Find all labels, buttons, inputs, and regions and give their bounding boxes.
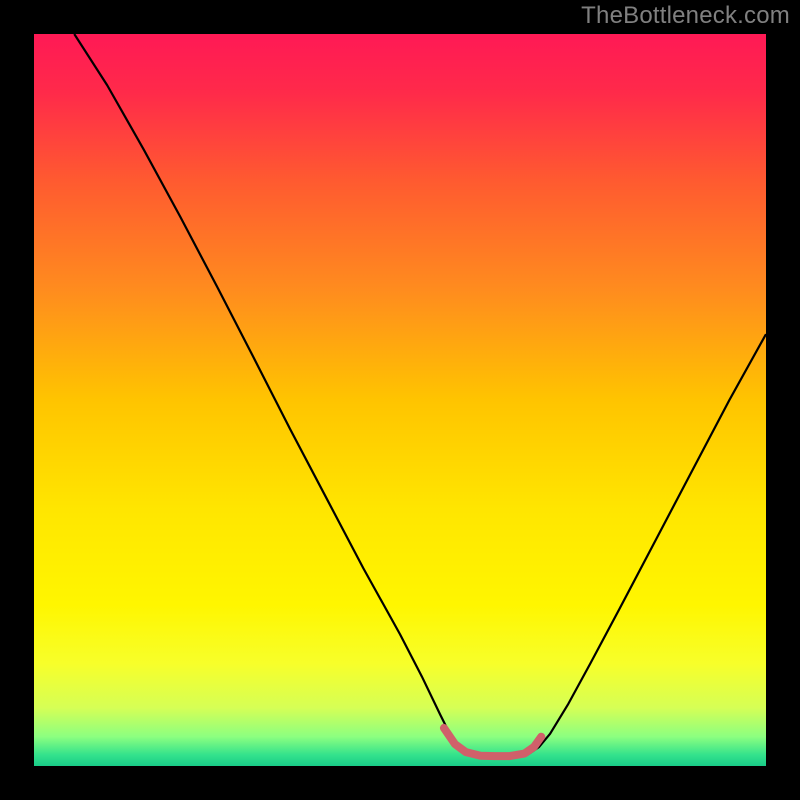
gradient-bg [34,34,766,766]
chart-frame: TheBottleneck.com [0,0,800,800]
watermark-label: TheBottleneck.com [581,2,790,30]
plot-svg [34,34,766,766]
plot-area [34,34,766,766]
